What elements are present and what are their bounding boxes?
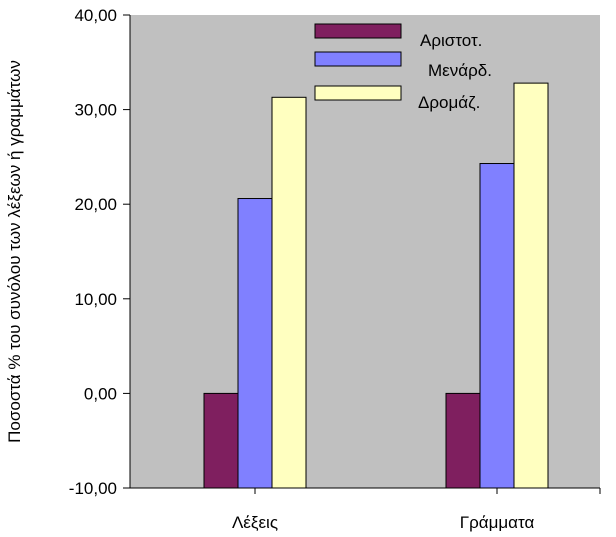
- y-tick-label: 30,00: [74, 101, 117, 120]
- x-category-label: Γράμματα: [460, 513, 535, 532]
- y-ticks-group: -10,00 0,00 10,00 20,00 30,00 40,00: [69, 6, 130, 498]
- bar: [203, 392, 239, 489]
- bar: [513, 82, 549, 489]
- legend-label: Αριστοτ.: [420, 31, 482, 50]
- bar: [445, 392, 481, 489]
- legend-swatch: [314, 23, 402, 39]
- bar: [271, 96, 307, 489]
- y-tick-label: 10,00: [74, 290, 117, 309]
- y-tick-label: 40,00: [74, 6, 117, 25]
- legend-label: Δρομάζ.: [418, 93, 480, 112]
- y-axis-label: Ποσοστά % του συνόλου των λέξεων ή γραμμ…: [5, 60, 24, 443]
- bar: [237, 198, 273, 489]
- legend-swatch: [314, 51, 402, 67]
- bars-group: [203, 82, 549, 489]
- legend-swatch: [314, 85, 402, 101]
- legend: Αριστοτ. Μενάρδ. Δρομάζ.: [314, 23, 492, 112]
- y-tick-label: -10,00: [69, 479, 117, 498]
- y-tick-label: 20,00: [74, 195, 117, 214]
- legend-label: Μενάρδ.: [428, 61, 492, 80]
- y-tick-label: 0,00: [84, 384, 117, 403]
- x-category-label: Λέξεις: [232, 513, 278, 532]
- bar: [479, 163, 515, 489]
- x-labels-group: Λέξεις Γράμματα: [232, 488, 601, 532]
